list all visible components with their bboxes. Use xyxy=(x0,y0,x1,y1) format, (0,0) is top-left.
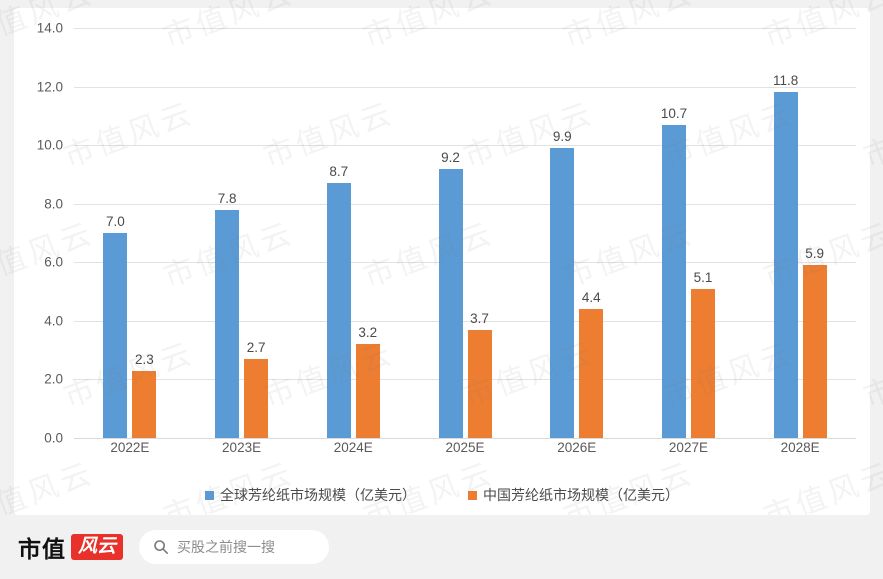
bar-value-label: 8.7 xyxy=(329,164,349,180)
chart-legend: 全球芳纶纸市场规模（亿美元） 中国芳纶纸市场规模（亿美元） xyxy=(14,485,870,505)
bar[interactable]: 3.7 xyxy=(467,311,492,438)
bar-value-label: 3.2 xyxy=(358,325,378,341)
search-icon xyxy=(153,539,169,555)
gridline xyxy=(74,438,856,439)
bar[interactable]: 5.9 xyxy=(802,246,827,438)
bar-group: 9.9 4.4 xyxy=(521,28,633,438)
legend-label: 中国芳纶纸市场规模（亿美元） xyxy=(483,488,679,504)
y-axis-tick-label: 14.0 xyxy=(36,20,63,36)
gridline xyxy=(74,379,856,381)
search-box[interactable]: 买股之前搜一搜 xyxy=(139,530,330,564)
brand-bar: 市值 风云 买股之前搜一搜 xyxy=(0,515,883,579)
y-axis-tick-label: 0.0 xyxy=(44,430,63,446)
bar-value-label: 7.8 xyxy=(217,190,237,206)
x-axis-tick-label: 2027E xyxy=(668,440,708,455)
bar[interactable]: 8.7 xyxy=(326,164,351,438)
x-axis-tick-label: 2026E xyxy=(557,440,597,455)
y-axis-tick-label: 2.0 xyxy=(44,371,63,387)
bar[interactable]: 5.1 xyxy=(690,270,715,438)
gridline xyxy=(74,28,856,29)
x-axis-tick-label: 2024E xyxy=(333,440,373,455)
x-axis-tick-labels: 2022E 2023E 2024E 2025E 2026E 2027E 2028E xyxy=(74,440,856,455)
x-axis-tick-label: 2023E xyxy=(222,440,262,455)
bar-value-label: 3.7 xyxy=(470,310,489,326)
bar-value-label: 4.4 xyxy=(581,290,601,306)
bar-series-container: 7.0 2.3 7.8 2.7 8.7 3.2 9.2 3.7 9.9 4.4 10.7 5.1 11.… xyxy=(74,28,856,438)
bar-value-label: 5.1 xyxy=(693,269,713,285)
bar[interactable]: 2.3 xyxy=(132,352,157,438)
bar-value-label: 11.8 xyxy=(773,73,799,89)
brand-badge: 风云 xyxy=(71,533,124,561)
bar-group: 7.8 2.7 xyxy=(186,28,298,438)
legend-item[interactable]: 全球芳纶纸市场规模（亿美元） xyxy=(205,485,416,505)
bar[interactable]: 3.2 xyxy=(355,325,380,438)
brand-name: 市值 xyxy=(18,537,66,563)
y-axis-tick-label: 6.0 xyxy=(44,254,63,270)
bar[interactable]: 10.7 xyxy=(661,106,687,438)
brand-logo: 市值 风云 xyxy=(18,530,124,564)
bar[interactable]: 11.8 xyxy=(773,73,798,438)
y-axis-tick-label: 4.0 xyxy=(44,313,63,329)
bar[interactable]: 9.2 xyxy=(438,150,463,438)
plot-area: 14.0 12.0 10.0 8.0 6.0 4.0 2.0 0.0 7.0 2.3 7.8 2.7… xyxy=(37,21,856,446)
legend-swatch xyxy=(205,490,214,500)
search-placeholder: 买股之前搜一搜 xyxy=(177,540,276,556)
bar[interactable]: 7.0 xyxy=(103,214,128,438)
bar-value-label: 5.9 xyxy=(805,246,825,262)
bar-group: 8.7 3.2 xyxy=(297,28,409,438)
x-axis-tick-label: 2022E xyxy=(110,440,150,455)
bar-group: 7.0 2.3 xyxy=(74,28,186,438)
gridline xyxy=(74,262,856,264)
bar[interactable]: 4.4 xyxy=(579,290,604,438)
x-axis-tick-label: 2028E xyxy=(780,440,820,455)
bar-value-label: 9.2 xyxy=(441,149,460,165)
gridline xyxy=(74,320,856,322)
bar-value-label: 9.9 xyxy=(552,129,572,145)
x-axis-tick-label: 2025E xyxy=(445,440,485,455)
bar-value-label: 2.7 xyxy=(246,339,266,355)
y-axis-tick-label: 12.0 xyxy=(36,79,63,95)
bar-group: 11.8 5.9 xyxy=(744,28,856,438)
bar-value-label: 2.3 xyxy=(134,351,154,367)
y-axis-tick-label: 10.0 xyxy=(36,137,63,153)
gridline xyxy=(74,203,856,205)
legend-item[interactable]: 中国芳纶纸市场规模（亿美元） xyxy=(468,485,679,505)
gridline xyxy=(74,145,856,147)
bar-group: 9.2 3.7 xyxy=(409,28,521,438)
bar[interactable]: 7.8 xyxy=(215,191,240,438)
chart-card: 14.0 12.0 10.0 8.0 6.0 4.0 2.0 0.0 7.0 2.3 7.8 2.7… xyxy=(14,8,870,515)
bar-value-label: 10.7 xyxy=(660,105,688,121)
y-axis-tick-label: 8.0 xyxy=(44,196,63,212)
gridline xyxy=(74,86,856,88)
legend-label: 全球芳纶纸市场规模（亿美元） xyxy=(220,488,416,504)
bar[interactable]: 2.7 xyxy=(244,340,269,438)
bar-value-label: 7.0 xyxy=(105,214,125,229)
legend-swatch xyxy=(468,490,477,500)
bar-group: 10.7 5.1 xyxy=(633,28,745,438)
bar[interactable]: 9.9 xyxy=(550,129,575,438)
